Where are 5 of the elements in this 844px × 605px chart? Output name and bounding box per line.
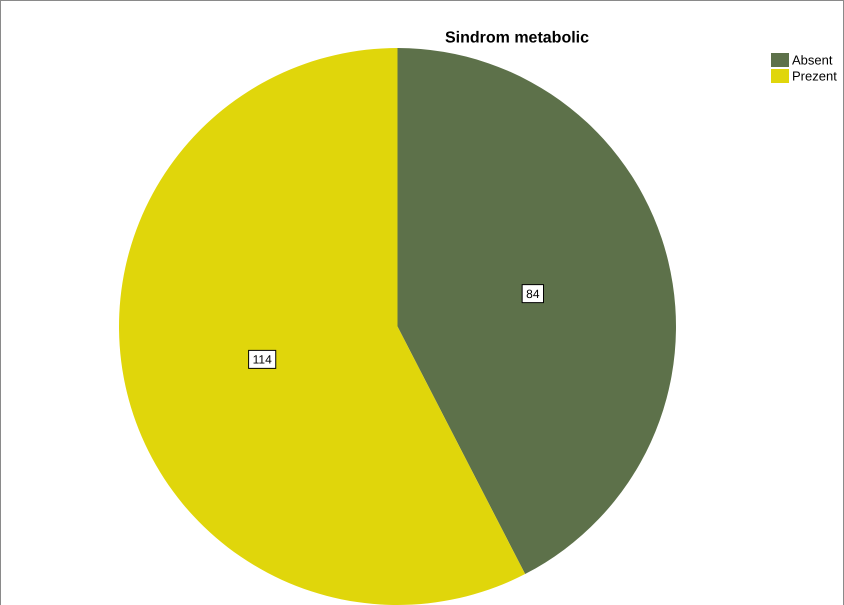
legend-label: Absent (792, 52, 833, 68)
chart-title: Sindrom metabolic (444, 29, 590, 46)
legend-label: Prezent (792, 68, 838, 84)
data-label: 84 (526, 286, 540, 301)
data-label: 114 (252, 352, 272, 367)
